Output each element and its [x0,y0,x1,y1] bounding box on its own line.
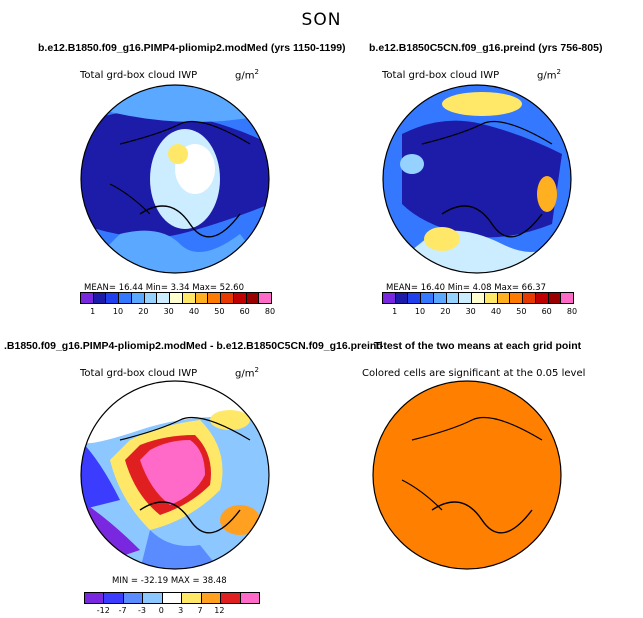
colorbar-tick-label: 3 [178,606,184,615]
colorbar-swatch [162,593,183,603]
colorbar-swatch [131,293,145,303]
panel-2-colorbar [382,292,574,304]
colorbar-tick-label: 60 [239,307,250,316]
panel-2-map [382,84,572,274]
colorbar-swatch [548,293,562,303]
colorbar-swatch [395,293,409,303]
colorbar-swatch [170,293,183,303]
colorbar-tick-label: 30 [465,307,476,316]
colorbar-tick-label: -12 [96,606,110,615]
panel-4-map [372,380,562,570]
panel-2-stats: MEAN= 16.40 Min= 4.08 Max= 66.37 [386,283,547,293]
colorbar-swatch [497,293,511,303]
colorbar-swatch [221,593,241,603]
colorbar-tick-label: 10 [414,307,426,316]
colorbar-tick-label: 80 [264,307,276,316]
colorbar-swatch [123,593,144,603]
panel-3-units: g/m2 [235,366,259,380]
colorbar-swatch [408,293,422,303]
colorbar-swatch [535,293,549,303]
panel-3-title: .B1850.f09_g16.PIMP4-pliomip2.modMed - b… [4,340,383,352]
colorbar-swatch [182,593,202,603]
panel-1-title: b.e12.B1850.f09_g16.PIMP4-pliomip2.modMe… [38,42,346,54]
colorbar-swatch [433,293,447,303]
panel-1-units: g/m2 [235,68,259,82]
colorbar-tick-label: 50 [214,307,225,316]
colorbar-swatch [195,293,209,303]
colorbar-swatch [246,293,260,303]
colorbar-swatch [510,293,524,303]
colorbar-tick-label: 7 [197,606,203,615]
colorbar-swatch [484,293,498,303]
colorbar-swatch [143,593,163,603]
panel-3-stats: MIN = -32.19 MAX = 38.48 [112,576,227,586]
colorbar-swatch [104,593,124,603]
colorbar-swatch [383,293,396,303]
colorbar-swatch [221,293,234,303]
colorbar-tick-label: 30 [163,307,174,316]
panel-1-colorbar [80,292,272,304]
colorbar-swatch [81,293,94,303]
colorbar-swatch [421,293,434,303]
colorbar-tick-label: 50 [516,307,527,316]
figure-title: SON [301,10,342,30]
colorbar-tick-label: -7 [118,606,127,615]
panel-3-colorbar [84,592,260,604]
colorbar-swatch [208,293,222,303]
colorbar-tick-label: 20 [440,307,451,316]
panel-1-map [80,84,270,274]
colorbar-swatch [201,593,222,603]
colorbar-swatch [93,293,107,303]
colorbar-tick-label: 0 [158,606,164,615]
colorbar-swatch [157,293,171,303]
colorbar-swatch [446,293,460,303]
colorbar-tick-label: -3 [138,606,146,615]
panel-1-stats: MEAN= 16.44 Min= 3.34 Max= 52.60 [84,283,245,293]
colorbar-tick-label: 40 [490,307,502,316]
colorbar-swatch [233,293,247,303]
colorbar-tick-label: 10 [112,307,124,316]
colorbar-swatch [106,293,120,303]
panel-3-variable: Total grd-box cloud IWP [80,368,198,379]
colorbar-swatch [182,293,196,303]
colorbar-swatch [240,593,259,603]
panel-4-variable: Colored cells are significant at the 0.0… [362,368,586,379]
panel-3-map [80,380,270,570]
colorbar-swatch [85,593,105,603]
colorbar-swatch [119,293,132,303]
panel-2-variable: Total grd-box cloud IWP [382,70,500,81]
panel-4-title: T-test of the two means at each grid poi… [374,340,582,352]
colorbar-swatch [561,293,574,303]
colorbar-swatch [259,293,272,303]
panel-2-units: g/m2 [537,68,561,82]
colorbar-tick-label: 20 [138,307,149,316]
colorbar-tick-label: 12 [214,606,225,615]
colorbar-swatch [472,293,485,303]
colorbar-tick-label: 40 [188,307,200,316]
colorbar-tick-label: 1 [392,307,398,316]
colorbar-swatch [144,293,158,303]
colorbar-tick-label: 80 [566,307,578,316]
colorbar-swatch [523,293,536,303]
colorbar-tick-label: 1 [90,307,96,316]
panel-2-title: b.e12.B1850C5CN.f09_g16.preind (yrs 756-… [369,42,603,54]
colorbar-tick-label: 60 [541,307,552,316]
colorbar-swatch [459,293,473,303]
panel-1-variable: Total grd-box cloud IWP [80,70,198,81]
